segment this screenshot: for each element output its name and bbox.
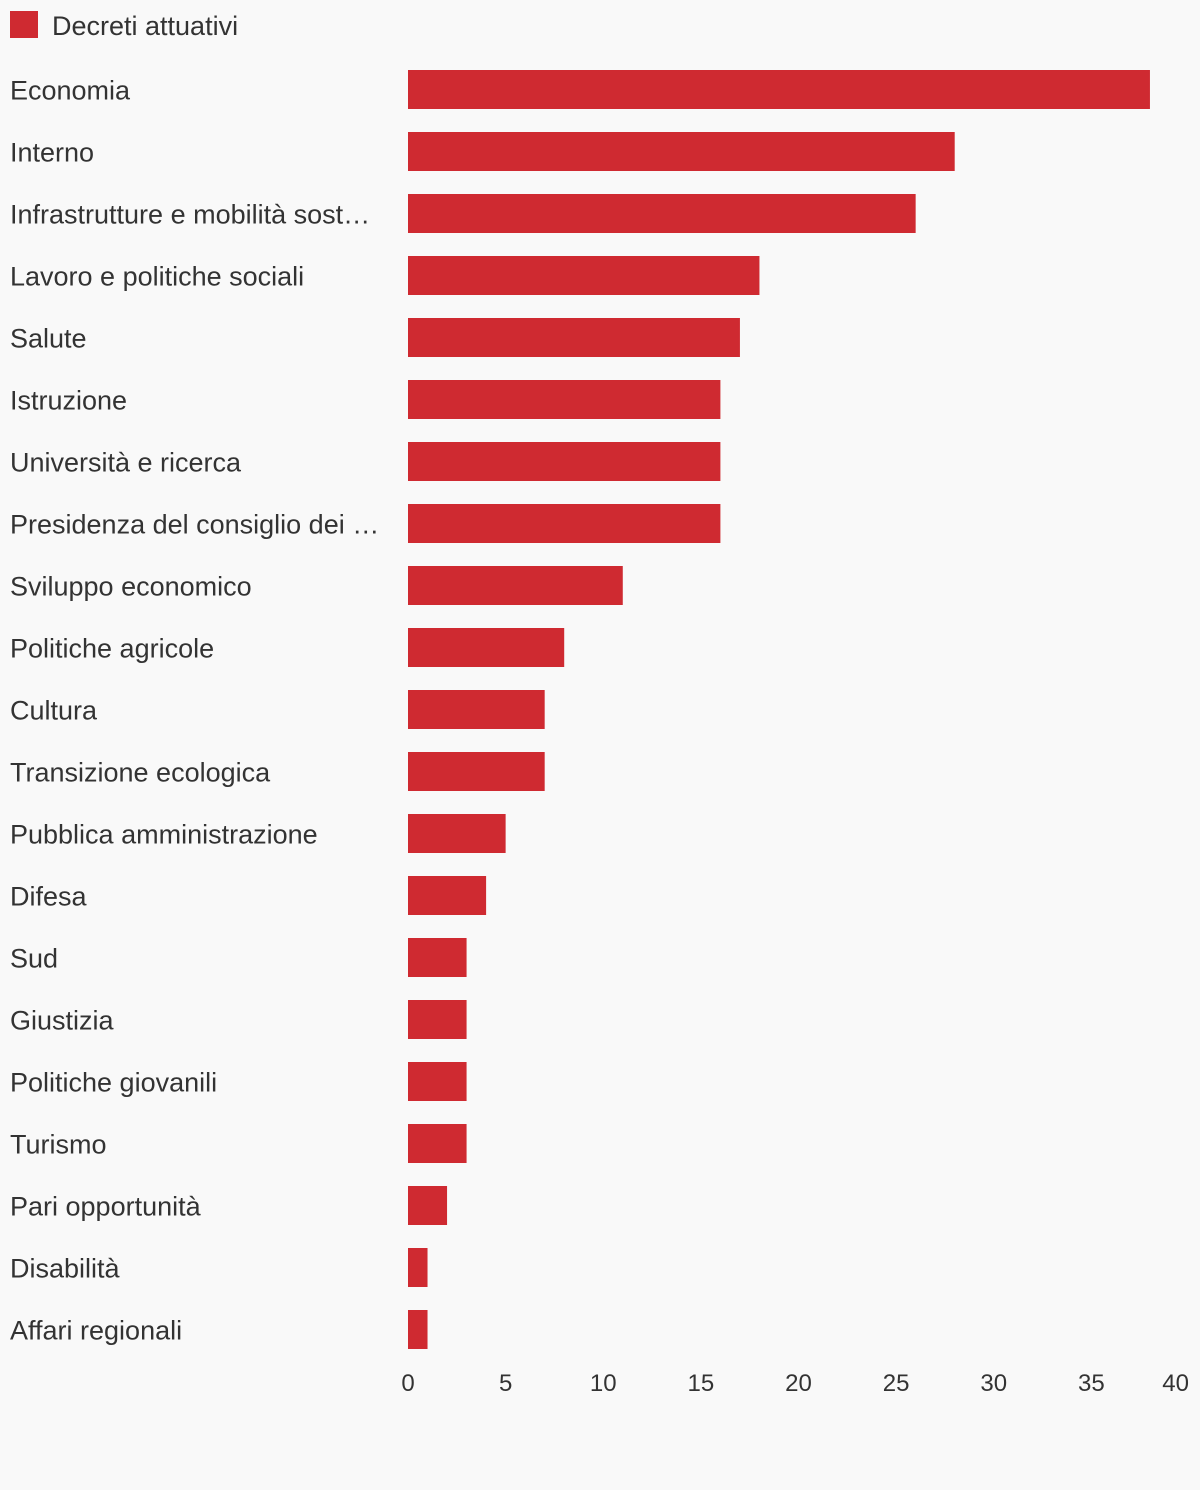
bar [408,938,467,977]
bar [408,628,565,667]
bar [408,504,721,543]
bar [408,1062,467,1101]
x-axis: 0 5 10 15 20 25 30 35 40 [401,1370,1189,1397]
x-tick-label: 25 [883,1370,910,1397]
category-label: Salute [10,324,87,354]
bar [408,442,721,481]
bar [408,566,623,605]
category-label: Turismo [10,1130,107,1160]
bar [408,380,721,419]
category-label: Presidenza del consiglio dei … [10,510,379,540]
category-label: Cultura [10,696,98,726]
bars [408,70,1150,1349]
bar [408,1186,448,1225]
category-label: Difesa [10,882,88,912]
category-label: Politiche giovanili [10,1068,217,1098]
bar [408,70,1150,109]
bar [408,1310,428,1349]
legend-label: Decreti attuativi [52,10,239,41]
category-label: Pari opportunità [10,1192,202,1222]
category-label: Università e ricerca [10,448,242,478]
bar [408,690,545,729]
bar [408,876,487,915]
category-label: Lavoro e politiche sociali [10,262,304,292]
category-label: Giustizia [10,1006,115,1036]
category-label: Transizione ecologica [10,758,271,788]
category-label: Affari regionali [10,1316,182,1346]
x-tick-label: 30 [980,1370,1007,1397]
category-label: Pubblica amministrazione [10,820,318,850]
bar [408,814,506,853]
x-tick-label: 20 [785,1370,812,1397]
bar [408,194,916,233]
x-tick-label: 10 [590,1370,617,1397]
category-label: Istruzione [10,386,127,416]
bar [408,752,545,791]
category-label: Sviluppo economico [10,572,252,602]
x-tick-label: 40 [1162,1370,1189,1397]
category-label: Sud [10,944,58,974]
bar [408,1000,467,1039]
x-tick-label: 15 [688,1370,715,1397]
category-label: Interno [10,138,94,168]
bar [408,1124,467,1163]
bar [408,318,740,357]
category-label: Economia [10,76,131,106]
legend-swatch [10,10,38,38]
category-labels: Economia Interno Infrastrutture e mobilità… [10,76,379,1346]
category-label: Infrastrutture e mobilità sost… [10,200,370,230]
legend: Decreti attuativi [10,10,238,42]
category-label: Disabilità [10,1254,121,1284]
x-tick-label: 35 [1078,1370,1105,1397]
x-tick-label: 0 [401,1370,414,1397]
category-label: Politiche agricole [10,634,214,664]
bar [408,132,955,171]
bar [408,1248,428,1287]
bar [408,256,760,295]
x-tick-label: 5 [499,1370,512,1397]
